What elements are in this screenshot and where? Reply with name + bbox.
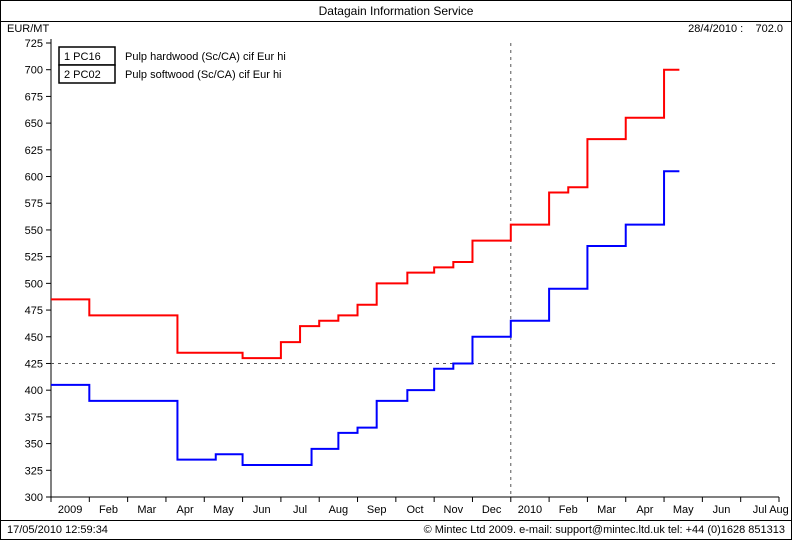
annotation-value: 702.0 [755,23,783,35]
svg-text:Jun: Jun [253,504,271,516]
svg-text:550: 550 [25,225,43,237]
svg-text:575: 575 [25,198,43,210]
annotation-date: 28/4/2010 : [688,23,743,35]
svg-text:625: 625 [25,145,43,157]
legend-code: 1 PC16 [64,51,101,63]
footer: 17/05/2010 12:59:34 © Mintec Ltd 2009. e… [1,520,791,539]
footer-left: 17/05/2010 12:59:34 [7,521,108,539]
svg-text:Oct: Oct [406,504,423,516]
series-PC02 [51,70,679,358]
svg-text:Jul: Jul [293,504,307,516]
svg-text:525: 525 [25,252,43,264]
plot-svg: 300 325 350 375 400 425 450 475 500 525 550 575 600 6… [1,21,792,521]
plot-area: EUR/MT 28/4/2010 : 702.0 300 325 350 375 400… [1,21,791,521]
svg-text:Sep: Sep [367,504,387,516]
svg-text:Mar: Mar [597,504,616,516]
y-axis-label: EUR/MT [7,23,49,35]
svg-text:Apr: Apr [636,504,653,516]
svg-text:675: 675 [25,91,43,103]
svg-text:700: 700 [25,65,43,77]
svg-text:May: May [213,504,234,516]
svg-text:Mar: Mar [137,504,156,516]
svg-text:350: 350 [25,439,43,451]
annotation: 28/4/2010 : 702.0 [688,23,783,35]
svg-text:450: 450 [25,332,43,344]
svg-text:325: 325 [25,465,43,477]
svg-text:475: 475 [25,305,43,317]
svg-text:Aug: Aug [329,504,349,516]
chart-frame: Datagain Information Service EUR/MT 28/4… [0,0,792,540]
legend-code: 2 PC02 [64,69,101,81]
svg-text:Dec: Dec [482,504,502,516]
svg-text:425: 425 [25,358,43,370]
title-bar: Datagain Information Service [1,1,791,22]
svg-text:375: 375 [25,412,43,424]
svg-text:650: 650 [25,118,43,130]
legend-label: Pulp softwood (Sc/CA) cif Eur hi [125,69,282,81]
svg-text:Apr: Apr [177,504,194,516]
series-PC16 [51,171,679,465]
svg-text:Feb: Feb [559,504,578,516]
svg-text:400: 400 [25,385,43,397]
legend-label: Pulp hardwood (Sc/CA) cif Eur hi [125,51,286,63]
svg-text:500: 500 [25,278,43,290]
chart-title: Datagain Information Service [319,4,474,18]
svg-text:Aug: Aug [769,504,789,516]
footer-right: © Mintec Ltd 2009. e-mail: support@minte… [424,521,785,539]
svg-text:725: 725 [25,38,43,50]
svg-text:Jun: Jun [713,504,731,516]
svg-text:2009: 2009 [58,504,82,516]
svg-text:300: 300 [25,492,43,504]
svg-text:Jul: Jul [753,504,767,516]
svg-text:Nov: Nov [444,504,464,516]
svg-text:600: 600 [25,172,43,184]
svg-text:May: May [673,504,694,516]
svg-text:2010: 2010 [518,504,542,516]
svg-text:Feb: Feb [99,504,118,516]
